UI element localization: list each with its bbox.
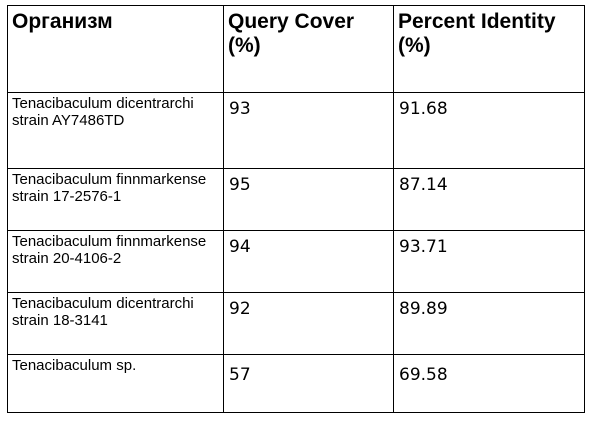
table-row: Tenacibaculum sp. 57 69.58: [8, 355, 585, 413]
organism-cell: Tenacibaculum dicentrarchi strain AY7486…: [8, 93, 224, 169]
results-table: Организм Query Cover (%) Percent Identit…: [7, 5, 585, 413]
query-cover-cell: 57: [224, 355, 394, 413]
query-cover-cell: 94: [224, 231, 394, 293]
query-cover-cell: 93: [224, 93, 394, 169]
organism-cell: Tenacibaculum finnmarkense strain 17-257…: [8, 169, 224, 231]
header-organism: Организм: [8, 6, 224, 93]
percent-identity-cell: 69.58: [394, 355, 585, 413]
percent-identity-cell: 93.71: [394, 231, 585, 293]
percent-identity-cell: 87.14: [394, 169, 585, 231]
table-row: Tenacibaculum dicentrarchi strain 18-314…: [8, 293, 585, 355]
percent-identity-cell: 89.89: [394, 293, 585, 355]
table-row: Tenacibaculum finnmarkense strain 20-410…: [8, 231, 585, 293]
table-row: Tenacibaculum dicentrarchi strain AY7486…: [8, 93, 585, 169]
query-cover-cell: 95: [224, 169, 394, 231]
header-row: Организм Query Cover (%) Percent Identit…: [8, 6, 585, 93]
organism-cell: Tenacibaculum dicentrarchi strain 18-314…: [8, 293, 224, 355]
query-cover-cell: 92: [224, 293, 394, 355]
organism-cell: Tenacibaculum finnmarkense strain 20-410…: [8, 231, 224, 293]
organism-cell: Tenacibaculum sp.: [8, 355, 224, 413]
header-query-cover: Query Cover (%): [224, 6, 394, 93]
table-row: Tenacibaculum finnmarkense strain 17-257…: [8, 169, 585, 231]
header-percent-identity: Percent Identity (%): [394, 6, 585, 93]
percent-identity-cell: 91.68: [394, 93, 585, 169]
